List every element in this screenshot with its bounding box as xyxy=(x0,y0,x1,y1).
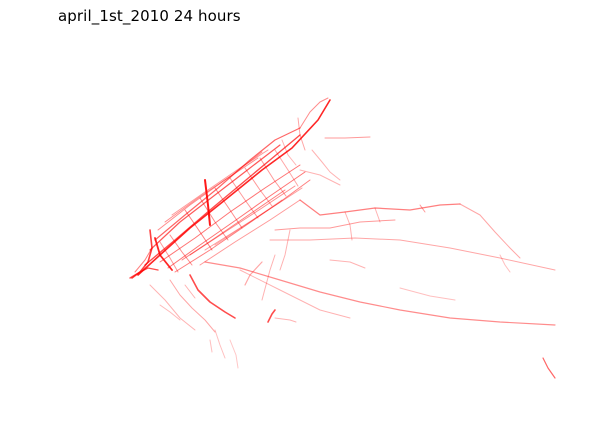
route-line xyxy=(144,134,301,266)
route-line xyxy=(149,284,196,331)
route-line xyxy=(149,144,281,251)
route-line xyxy=(209,339,213,353)
route-line xyxy=(299,169,341,186)
route-line xyxy=(169,234,193,266)
route-line xyxy=(159,241,179,273)
route-line xyxy=(184,284,196,299)
route-line xyxy=(137,99,331,276)
route-line xyxy=(134,247,153,273)
route-line xyxy=(229,177,259,219)
route-line xyxy=(204,179,211,226)
route-line xyxy=(261,254,276,301)
route-line xyxy=(154,237,173,271)
route-line xyxy=(214,329,226,359)
route-line xyxy=(344,211,353,241)
route-line xyxy=(324,136,371,139)
route-line xyxy=(199,197,229,241)
route-line xyxy=(244,261,263,286)
route-line xyxy=(239,269,351,319)
route-line xyxy=(164,151,263,223)
route-line xyxy=(499,254,511,273)
route-line xyxy=(199,199,301,266)
route-line xyxy=(299,199,461,216)
route-traces xyxy=(129,97,556,379)
route-line xyxy=(181,189,286,261)
route-line xyxy=(374,207,381,223)
route-line xyxy=(129,267,159,279)
route-line xyxy=(184,209,213,251)
route-line xyxy=(542,357,556,379)
route-line xyxy=(259,157,287,197)
route-line xyxy=(174,179,311,273)
route-line xyxy=(214,187,243,229)
route-line xyxy=(279,229,291,271)
route-line xyxy=(299,97,329,129)
route-line xyxy=(267,309,276,323)
route-line xyxy=(214,199,283,246)
route-line xyxy=(171,149,269,216)
route-line xyxy=(311,149,341,181)
route-line xyxy=(189,274,236,319)
route-line xyxy=(297,117,306,151)
route-line xyxy=(169,279,216,333)
route-line xyxy=(204,261,556,326)
route-line xyxy=(281,139,297,166)
route-line xyxy=(159,164,301,263)
route-line xyxy=(204,187,303,251)
route-line xyxy=(274,219,396,231)
route-line xyxy=(244,167,273,207)
route-line xyxy=(274,149,299,187)
route-line xyxy=(419,204,426,213)
route-line xyxy=(269,237,556,271)
route-line xyxy=(274,317,297,323)
route-line xyxy=(399,287,456,301)
route-line xyxy=(459,203,521,259)
route-line xyxy=(167,171,306,269)
plot-title: april_1st_2010 24 hours xyxy=(58,7,241,25)
route-line xyxy=(329,259,366,269)
route-line xyxy=(229,339,239,369)
route-line xyxy=(154,127,301,241)
route-line xyxy=(159,304,181,321)
